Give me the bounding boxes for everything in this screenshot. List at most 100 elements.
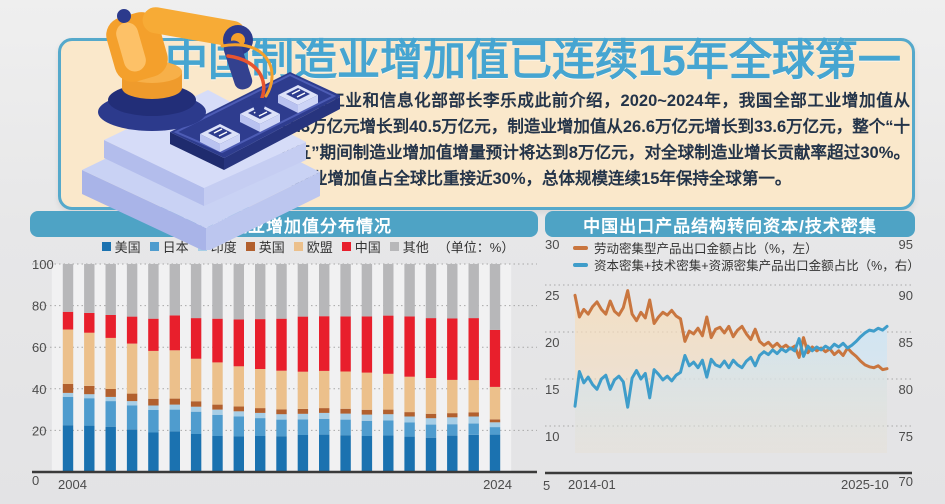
- right-tick-85: 85: [899, 335, 913, 350]
- right-chart-left-axis-min: 5: [543, 478, 551, 493]
- bar-segment-美国: [489, 434, 501, 472]
- unit-label: （单位：%）: [437, 239, 515, 255]
- bar-segment-印度: [84, 394, 95, 399]
- bar-segment-英国: [425, 413, 437, 419]
- robot-arm-illustration: [82, 7, 340, 250]
- bar-segment-美国: [447, 435, 458, 472]
- bar-segment-中国: [212, 318, 223, 363]
- background-stripe: [94, 264, 106, 472]
- x-tick-2004: 2004: [58, 477, 87, 492]
- bar-segment-日本: [361, 420, 373, 436]
- bar-segment-日本: [105, 401, 116, 427]
- bar-segment-日本: [383, 420, 394, 436]
- eu-swatch: [293, 241, 303, 251]
- bar-segment-中国: [126, 316, 138, 344]
- background-stripe: [286, 264, 298, 472]
- bar-segment-英国: [190, 401, 202, 407]
- bar-segment-印度: [190, 406, 202, 412]
- background-stripe: [115, 264, 127, 472]
- bar-segment-中国: [297, 316, 309, 372]
- bar-segment-其他: [447, 264, 458, 319]
- bar-segment-印度: [425, 418, 437, 425]
- bar-segment-日本: [190, 411, 202, 434]
- right-chart-x-end-label: 2025-10: [841, 477, 889, 492]
- x-tick-2024: 2024: [483, 477, 512, 492]
- bar-segment-其他: [169, 264, 180, 316]
- bar-segment-美国: [404, 436, 415, 472]
- bar-segment-欧盟: [468, 380, 479, 413]
- bar-segment-欧盟: [361, 372, 373, 410]
- uk-swatch: [245, 241, 255, 251]
- bar-segment-美国: [276, 436, 287, 472]
- bar-segment-美国: [62, 425, 74, 472]
- right-chart-header: 中国出口产品结构转向资本/技术密集: [545, 211, 915, 237]
- legend-item-eu: 欧盟: [293, 237, 333, 256]
- bar-segment-英国: [489, 419, 501, 423]
- bar-segment-印度: [276, 414, 287, 420]
- bar-segment-英国: [212, 404, 223, 410]
- bar-segment-其他: [404, 264, 415, 317]
- background-stripe: [265, 264, 277, 472]
- bar-segment-日本: [425, 424, 437, 438]
- bar-segment-日本: [233, 416, 244, 437]
- bar-segment-美国: [383, 435, 394, 472]
- bar-segment-日本: [126, 405, 138, 430]
- y-tick-80: 80: [32, 299, 46, 314]
- bar-segment-中国: [169, 315, 180, 351]
- bar-segment-美国: [190, 433, 202, 472]
- usa-swatch: [101, 241, 111, 251]
- bar-segment-其他: [297, 264, 309, 317]
- bar-segment-欧盟: [233, 366, 244, 407]
- bar-segment-美国: [212, 436, 223, 472]
- bar-segment-印度: [383, 414, 394, 421]
- bar-segment-英国: [297, 409, 309, 414]
- right-tick-75: 75: [899, 429, 913, 444]
- bar-segment-中国: [340, 316, 351, 372]
- intro-paragraph: 据工业和信息化部部长李乐成此前介绍，2020~2024年，我国全部工业增加值从3…: [278, 92, 910, 188]
- bar-segment-其他: [361, 264, 373, 317]
- background-stripe: [73, 264, 85, 472]
- bar-segment-美国: [255, 436, 266, 472]
- background-stripe: [414, 264, 426, 472]
- bar-segment-日本: [404, 422, 415, 437]
- bar-segment-其他: [126, 264, 138, 317]
- bar-segment-欧盟: [340, 371, 351, 409]
- other-swatch: [389, 241, 399, 251]
- right-chart-right-axis-min: 70: [898, 474, 913, 489]
- bar-segment-日本: [84, 398, 95, 426]
- capital-intensive-line: [573, 324, 889, 409]
- bar-segment-中国: [383, 315, 394, 374]
- legend-item-china: 中国: [341, 237, 381, 256]
- bar-segment-英国: [383, 409, 394, 415]
- bar-segment-中国: [233, 319, 244, 367]
- y-tick-100: 100: [32, 257, 54, 272]
- right-chart-right-axis-max: 95: [898, 237, 913, 252]
- bar-segment-美国: [84, 425, 95, 472]
- bar-segment-其他: [105, 264, 116, 315]
- bar-segment-中国: [447, 318, 458, 380]
- bar-segment-印度: [233, 411, 244, 417]
- right-chart-left-axis-max: 30: [545, 237, 560, 252]
- background-stripe: [436, 264, 448, 472]
- left-tick-20: 20: [545, 335, 559, 350]
- bar-segment-印度: [105, 396, 116, 402]
- bar-segment-欧盟: [383, 373, 394, 410]
- bar-segment-日本: [148, 410, 159, 433]
- bar-segment-美国: [319, 434, 330, 472]
- y-tick-40: 40: [32, 382, 46, 397]
- bar-segment-日本: [340, 419, 351, 436]
- background-stripe: [393, 264, 405, 472]
- background-stripe: [158, 264, 170, 472]
- line-legend-labor: 劳动密集型产品出口金额占比（%，左）: [573, 238, 818, 257]
- bar-segment-日本: [62, 396, 74, 426]
- labor-intensive-line: [573, 289, 889, 372]
- bar-segment-日本: [255, 418, 266, 436]
- right-chart-title: 中国出口产品结构转向资本/技术密集: [583, 216, 877, 236]
- bar-segment-其他: [425, 264, 437, 319]
- bar-segment-其他: [62, 264, 74, 312]
- bar-segment-其他: [489, 264, 501, 330]
- bar-segment-英国: [84, 385, 95, 395]
- bar-segment-美国: [361, 436, 373, 472]
- bar-segment-欧盟: [169, 350, 180, 399]
- bar-segment-英国: [62, 384, 74, 393]
